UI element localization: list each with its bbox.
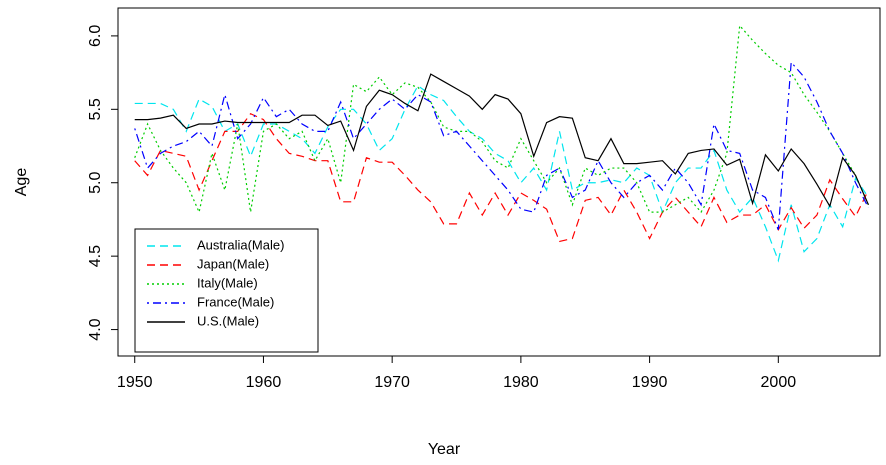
x-tick-label: 1980 [503, 374, 539, 391]
y-tick-label: 4.5 [87, 245, 104, 267]
x-tick-label: 1960 [246, 374, 282, 391]
series-line [134, 60, 869, 230]
legend-label: Japan(Male) [197, 256, 269, 271]
x-axis-title: Year [428, 441, 461, 458]
series-line [134, 84, 869, 263]
y-tick-label: 4.0 [87, 318, 104, 340]
x-tick-label: 1950 [117, 374, 153, 391]
series-line [134, 112, 869, 243]
y-tick-label: 6.0 [87, 25, 104, 47]
legend-box [134, 228, 319, 353]
series-line [134, 24, 869, 215]
y-tick-label: 5.5 [87, 98, 104, 120]
legend: Australia(Male) Japan(Male) Italy(Male) Fra… [134, 228, 319, 353]
legend-label: Italy(Male) [197, 275, 258, 290]
legend-label: France(Male) [197, 294, 274, 309]
series-line [134, 73, 869, 208]
y-tick-label: 5.0 [87, 172, 104, 194]
legend-label: U.S.(Male) [197, 313, 259, 328]
x-tick-label: 2000 [761, 374, 797, 391]
y-axis-title: Age [13, 168, 30, 197]
legend-label: Australia(Male) [197, 237, 284, 252]
x-tick-label: 1970 [374, 374, 410, 391]
x-tick-label: 1990 [632, 374, 668, 391]
